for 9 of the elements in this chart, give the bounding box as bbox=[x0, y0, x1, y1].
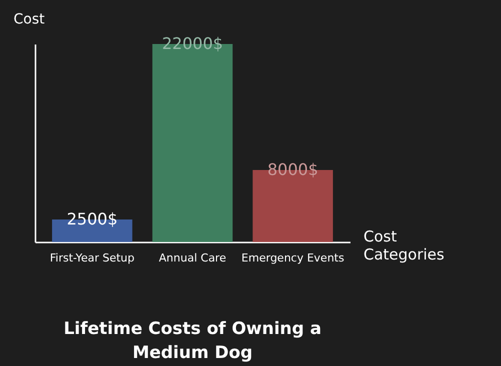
data-label: 22000$ bbox=[162, 34, 224, 53]
y-axis-title: Cost bbox=[14, 12, 46, 28]
x-axis-title: Cost Categories bbox=[364, 228, 445, 264]
text: Lifetime Costs of Owning a Medium Dog bbox=[64, 319, 322, 363]
x-tick-label: Annual Care bbox=[158, 252, 226, 264]
x-tick-label: First-Year Setup bbox=[50, 252, 135, 264]
x-tick-label: Emergency Events bbox=[241, 252, 344, 264]
data-label: 2500$ bbox=[66, 210, 118, 228]
data-label: 8000$ bbox=[267, 160, 318, 179]
